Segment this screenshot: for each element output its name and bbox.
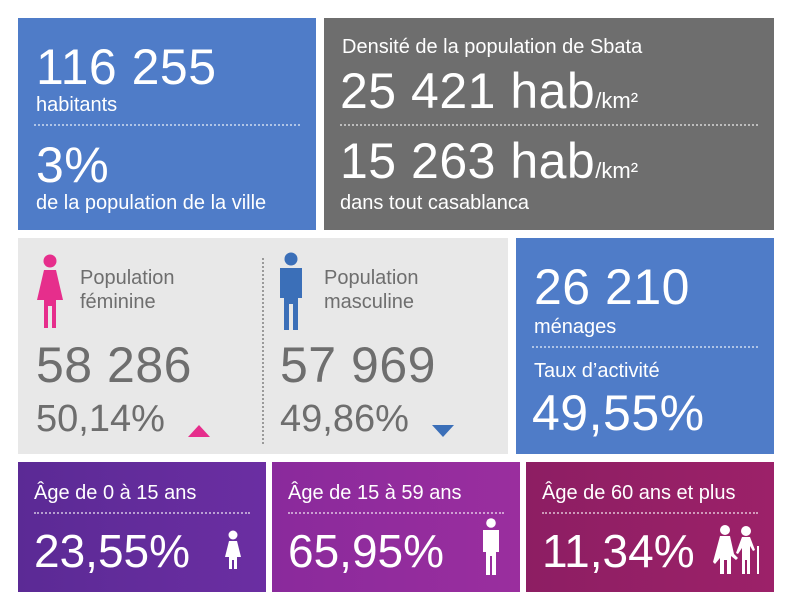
- households-count: 26 210: [534, 259, 690, 315]
- density-casablanca: 15 263 hab/km²: [340, 136, 638, 186]
- age-label: Âge de 0 à 15 ans: [34, 482, 197, 504]
- density-unit: /km²: [595, 158, 639, 183]
- girl-icon: [224, 530, 242, 575]
- divider: [34, 512, 250, 514]
- female-count: 58 286: [36, 337, 192, 393]
- density-card: Densité de la population de Sbata 25 421…: [324, 18, 774, 230]
- age-card-15-59: Âge de 15 à 59 ans 65,95%: [272, 462, 520, 592]
- households-card: 26 210 ménages Taux d’activité 49,55%: [516, 238, 774, 454]
- male-count: 57 969: [280, 337, 436, 393]
- triangle-up-icon: [188, 424, 210, 442]
- female-icon: [36, 254, 64, 335]
- gender-divider: [262, 258, 264, 444]
- age-value: 23,55%: [34, 525, 191, 577]
- age-value: 11,34%: [542, 525, 695, 577]
- female-percent: 50,14%: [36, 398, 165, 440]
- age-card-0-15: Âge de 0 à 15 ans 23,55%: [18, 462, 266, 592]
- share-label: de la population de la ville: [36, 192, 267, 214]
- density-unit: /km²: [595, 88, 639, 113]
- divider: [532, 346, 758, 348]
- activity-label: Taux d’activité: [534, 360, 660, 382]
- activity-value: 49,55%: [532, 385, 705, 441]
- age-label: Âge de 60 ans et plus: [542, 482, 736, 504]
- inhabitants-value: 116 255: [36, 39, 217, 95]
- density-sbata-value: 25 421 hab: [340, 63, 596, 119]
- age-label: Âge de 15 à 59 ans: [288, 482, 462, 504]
- gender-card: Population féminine 58 286 50,14% Popula…: [18, 238, 508, 454]
- male-label: Population masculine: [324, 267, 419, 313]
- triangle-down-icon: [432, 424, 454, 442]
- share-value: 3%: [36, 137, 110, 193]
- density-title: Densité de la population de Sbata: [342, 36, 643, 58]
- density-sbata: 25 421 hab/km²: [340, 66, 638, 116]
- density-casablanca-value: 15 263 hab: [340, 133, 596, 189]
- male-percent: 49,86%: [280, 398, 409, 440]
- age-card-60-plus: Âge de 60 ans et plus 11,34%: [526, 462, 774, 592]
- households-label: ménages: [534, 316, 617, 338]
- man-icon: [480, 518, 502, 581]
- divider: [542, 512, 758, 514]
- male-icon: [276, 252, 306, 337]
- female-label: Population féminine: [80, 267, 175, 313]
- divider: [288, 512, 504, 514]
- inhabitants-label: habitants: [36, 94, 118, 116]
- inhabitants-card: 116 255 habitants 3% de la population de…: [18, 18, 316, 230]
- elderly-couple-icon: [712, 524, 762, 581]
- density-casablanca-label: dans tout casablanca: [340, 192, 530, 214]
- divider: [340, 124, 758, 126]
- divider: [34, 124, 300, 126]
- age-value: 65,95%: [288, 525, 445, 577]
